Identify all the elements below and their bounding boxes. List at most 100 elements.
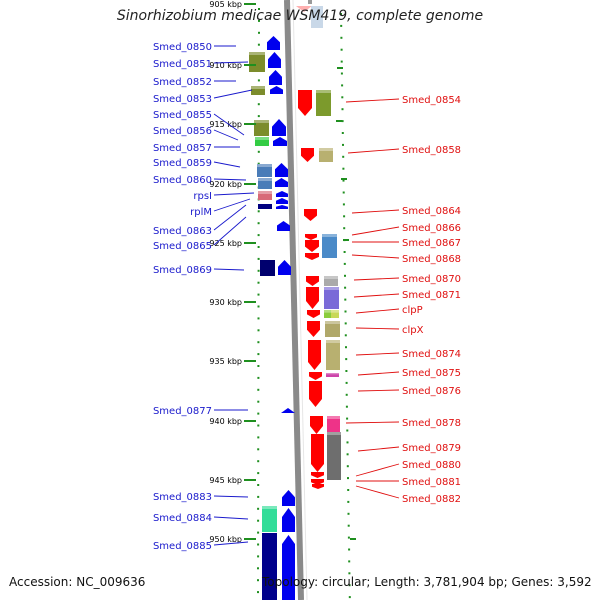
cds-arrow-forward[interactable] <box>282 508 295 532</box>
cds-arrow-reverse[interactable] <box>305 234 317 240</box>
gene-label-left[interactable]: Smed_0883 <box>153 492 212 503</box>
gene-label-right[interactable]: Smed_0867 <box>402 238 461 249</box>
gene-label-left[interactable]: rplM <box>190 207 212 218</box>
gene-block-faded[interactable] <box>311 6 323 28</box>
gene-label-right[interactable]: Smed_0875 <box>402 368 461 379</box>
gene-block-green[interactable] <box>255 137 269 146</box>
cds-arrow-reverse[interactable] <box>310 416 323 434</box>
gene-label-right[interactable]: Smed_0871 <box>402 290 461 301</box>
cds-arrow-forward[interactable] <box>267 36 280 50</box>
cds-arrow-forward[interactable] <box>278 260 291 275</box>
gene-block-khaki[interactable] <box>319 148 333 162</box>
cds-arrow-reverse[interactable] <box>306 276 319 286</box>
gene-block-khaki[interactable] <box>325 321 340 337</box>
cds-arrow-reverse[interactable] <box>309 372 322 380</box>
tick-mark-right <box>342 143 344 146</box>
gene-label-right[interactable]: clpX <box>402 325 424 336</box>
cds-arrow-reverse[interactable] <box>304 209 317 221</box>
gene-block-navy[interactable] <box>262 533 277 600</box>
gene-block-magenta[interactable] <box>326 373 339 377</box>
gene-block-olive[interactable] <box>316 90 331 116</box>
gene-block-lime[interactable] <box>324 310 331 318</box>
gene-block-violet[interactable] <box>324 287 339 309</box>
gene-label-right[interactable]: Smed_0868 <box>402 254 461 265</box>
gene-label-right[interactable]: clpP <box>402 305 423 316</box>
gene-label-left[interactable]: Smed_0853 <box>153 94 212 105</box>
gene-block-steelblue[interactable] <box>257 164 272 177</box>
cds-arrow-forward[interactable] <box>272 119 286 136</box>
gene-label-right[interactable]: Smed_0876 <box>402 386 461 397</box>
gene-label-left[interactable]: Smed_0865 <box>153 241 212 252</box>
gene-label-left[interactable]: Smed_0850 <box>153 42 212 53</box>
cds-arrow-reverse[interactable] <box>311 479 324 485</box>
cds-arrow-forward[interactable] <box>276 198 288 204</box>
cds-arrow-reverse[interactable] <box>312 484 324 489</box>
gene-label-right[interactable]: Smed_0866 <box>402 223 461 234</box>
gene-label-right[interactable]: Smed_0882 <box>402 494 461 505</box>
gene-label-left[interactable]: Smed_0869 <box>153 265 212 276</box>
gene-label-left[interactable]: Smed_0851 <box>153 59 212 70</box>
cds-arrow-forward[interactable] <box>276 191 288 197</box>
gene-label-right[interactable]: Smed_0864 <box>402 206 461 217</box>
cds-arrow-forward[interactable] <box>269 70 282 85</box>
tick-mark-left <box>257 79 260 82</box>
cds-arrow-forward[interactable] <box>268 52 281 68</box>
cds-arrow-reverse[interactable] <box>307 310 320 318</box>
gene-block-olive[interactable] <box>254 120 269 136</box>
gene-label-right[interactable]: Smed_0880 <box>402 460 461 471</box>
gene-label-right[interactable]: Smed_0879 <box>402 443 461 454</box>
cds-arrow-forward[interactable] <box>273 137 287 146</box>
tick-mark-left <box>258 31 260 34</box>
cds-arrow-reverse[interactable] <box>308 340 321 370</box>
cds-arrow-reverse[interactable] <box>306 287 319 309</box>
cds-arrow-reverse[interactable] <box>305 240 319 252</box>
gene-label-left[interactable]: Smed_0856 <box>153 126 212 137</box>
cds-arrow-forward[interactable] <box>281 408 295 413</box>
gene-label-left[interactable]: Smed_0860 <box>153 175 212 186</box>
gene-label-left[interactable]: Smed_0885 <box>153 541 212 552</box>
gene-label-left[interactable]: Smed_0884 <box>153 513 212 524</box>
gene-label-right[interactable]: Smed_0878 <box>402 418 461 429</box>
gene-label-left[interactable]: Smed_0855 <box>153 110 212 121</box>
gene-block-steelblue[interactable] <box>258 178 272 189</box>
gene-label-right[interactable]: Smed_0858 <box>402 145 461 156</box>
gene-label-right[interactable]: Smed_0870 <box>402 274 461 285</box>
gene-block-olive[interactable] <box>249 52 265 72</box>
cds-arrow-reverse[interactable] <box>311 434 324 472</box>
cds-arrow-forward[interactable] <box>275 163 288 177</box>
gene-block-navy[interactable] <box>258 204 272 209</box>
gene-block-olive[interactable] <box>251 86 265 95</box>
cds-arrow-reverse[interactable] <box>305 253 319 260</box>
gene-label-left[interactable]: Smed_0877 <box>153 406 212 417</box>
cds-arrow-forward[interactable] <box>276 205 288 209</box>
cds-arrow-reverse[interactable] <box>301 148 314 162</box>
gene-label-left[interactable]: Smed_0857 <box>153 143 212 154</box>
cds-arrow-forward[interactable] <box>277 221 290 231</box>
cds-arrow-reverse[interactable] <box>307 321 320 337</box>
gene-label-left[interactable]: Smed_0863 <box>153 226 212 237</box>
cds-arrow-reverse[interactable] <box>311 472 324 478</box>
cds-arrow-forward[interactable] <box>270 86 283 94</box>
gene-label-right[interactable]: Smed_0854 <box>402 95 461 106</box>
gene-block-pink[interactable] <box>258 191 272 200</box>
gene-label-right[interactable]: Smed_0881 <box>402 477 461 488</box>
gene-label-left[interactable]: Smed_0852 <box>153 77 212 88</box>
gene-label-right[interactable]: Smed_0874 <box>402 349 461 360</box>
gene-block-teal[interactable] <box>262 506 277 532</box>
gene-label-left[interactable]: Smed_0859 <box>153 158 212 169</box>
gene-block-khaki[interactable] <box>326 340 340 370</box>
gene-block-grey[interactable] <box>324 276 338 286</box>
gene-label-left[interactable]: rpsI <box>193 191 212 202</box>
cds-arrow-reverse[interactable] <box>298 90 312 116</box>
cds-arrow-forward[interactable] <box>282 535 295 600</box>
gene-block-magenta[interactable] <box>327 416 340 432</box>
gene-block-lime[interactable] <box>331 310 339 318</box>
cds-arrow-forward[interactable] <box>275 178 288 187</box>
cds-arrow-forward[interactable] <box>282 490 295 506</box>
cds-arrow-reverse[interactable] <box>309 381 322 407</box>
gene-block-grey[interactable] <box>327 432 341 480</box>
gene-block-navy[interactable] <box>260 260 275 276</box>
gene-leader-line <box>213 178 247 181</box>
cds-arrow-faded[interactable] <box>296 6 312 12</box>
gene-block-steelblue[interactable] <box>322 234 337 258</box>
